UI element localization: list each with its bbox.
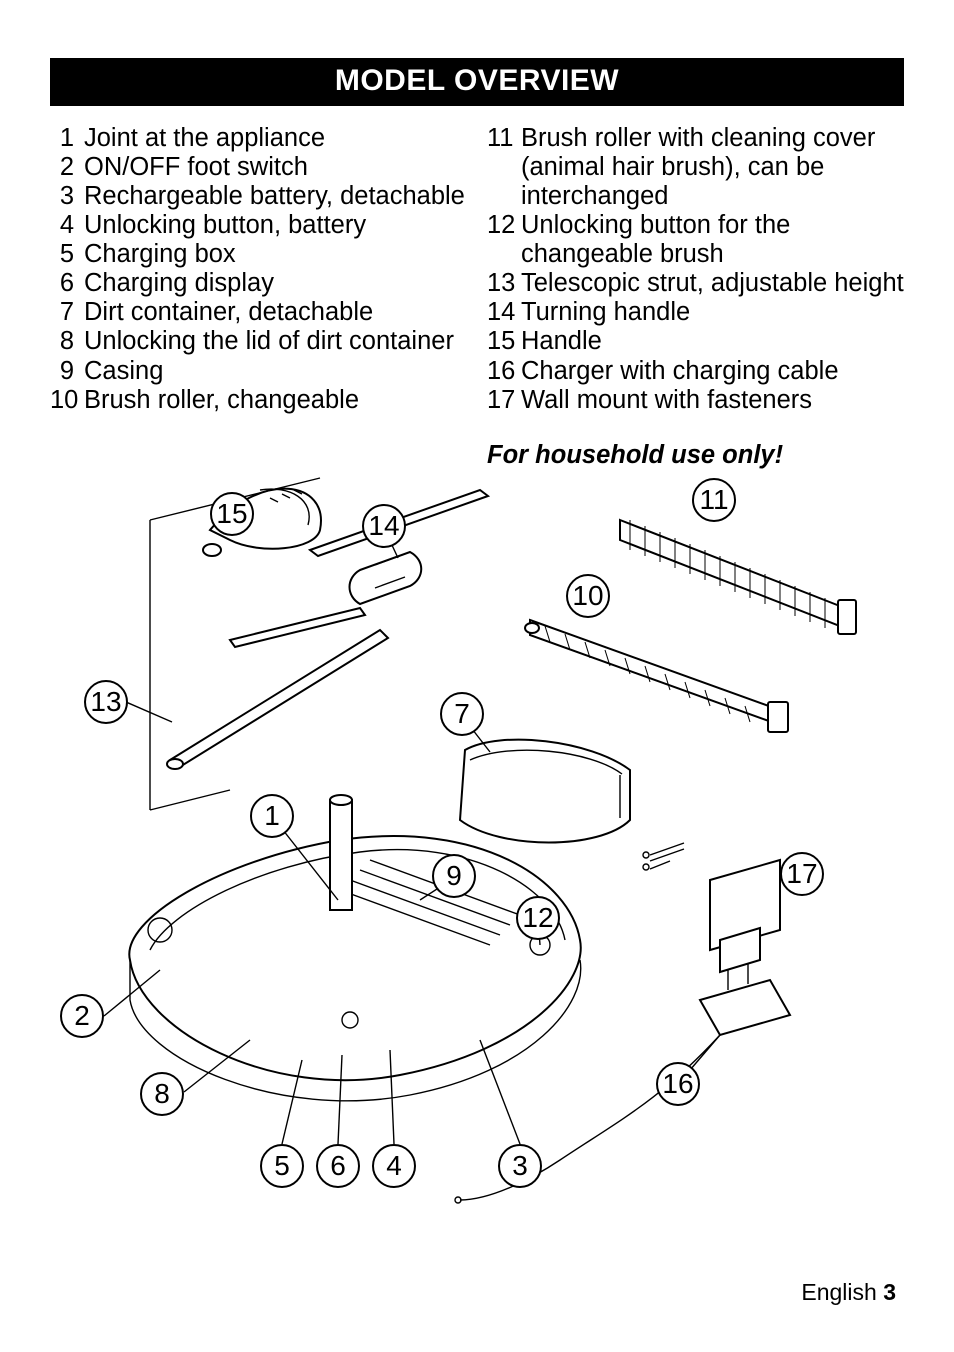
callout-12: 12 bbox=[516, 896, 560, 940]
list-item: 1Joint at the appliance bbox=[50, 124, 467, 153]
list-item: 15Handle bbox=[487, 327, 904, 356]
callout-1: 1 bbox=[250, 794, 294, 838]
page: MODEL OVERVIEW 1Joint at the appliance2O… bbox=[0, 0, 954, 1352]
list-item-number: 8 bbox=[50, 327, 84, 356]
list-item: 9Casing bbox=[50, 357, 467, 386]
list-item-number: 16 bbox=[487, 357, 521, 386]
diagram-svg bbox=[60, 460, 894, 1230]
list-item-number: 7 bbox=[50, 298, 84, 327]
callout-5: 5 bbox=[260, 1144, 304, 1188]
list-item: 7Dirt container, detachable bbox=[50, 298, 467, 327]
callout-7: 7 bbox=[440, 692, 484, 736]
list-item-number: 6 bbox=[50, 269, 84, 298]
list-item-number: 13 bbox=[487, 269, 521, 298]
callout-17: 17 bbox=[780, 852, 824, 896]
list-item: 5Charging box bbox=[50, 240, 467, 269]
list-item-number: 11 bbox=[487, 124, 521, 211]
footer-language: English bbox=[801, 1279, 876, 1305]
list-item: 3Rechargeable battery, detachable bbox=[50, 182, 467, 211]
section-title: MODEL OVERVIEW bbox=[335, 64, 619, 97]
list-item-text: ON/OFF foot switch bbox=[84, 153, 467, 182]
list-item-text: Turning handle bbox=[521, 298, 904, 327]
list-item-text: Unlocking the lid of dirt container bbox=[84, 327, 467, 356]
parts-list-left: 1Joint at the appliance2ON/OFF foot swit… bbox=[50, 124, 477, 470]
list-item: 13Telescopic strut, adjustable height bbox=[487, 269, 904, 298]
list-item-text: Casing bbox=[84, 357, 467, 386]
part-turning-handle bbox=[310, 490, 488, 604]
list-item: 8Unlocking the lid of dirt container bbox=[50, 327, 467, 356]
parts-list-right: 11Brush roller with cleaning cover (anim… bbox=[477, 124, 904, 470]
list-item-text: Handle bbox=[521, 327, 904, 356]
list-item-number: 14 bbox=[487, 298, 521, 327]
parts-list-columns: 1Joint at the appliance2ON/OFF foot swit… bbox=[50, 124, 904, 470]
callout-8: 8 bbox=[140, 1072, 184, 1116]
list-item: 17Wall mount with fasteners bbox=[487, 386, 904, 415]
page-footer: English 3 bbox=[801, 1279, 896, 1306]
section-title-bar: MODEL OVERVIEW bbox=[50, 58, 904, 106]
list-item-number: 15 bbox=[487, 327, 521, 356]
callout-15: 15 bbox=[210, 492, 254, 536]
list-item-text: Unlocking button, battery bbox=[84, 211, 467, 240]
list-item-text: Charging box bbox=[84, 240, 467, 269]
list-item-text: Rechargeable battery, detachable bbox=[84, 182, 467, 211]
exploded-diagram: 15 14 11 10 13 7 1 9 12 17 28 16 564 3 bbox=[60, 460, 894, 1230]
footer-page-number: 3 bbox=[883, 1279, 896, 1305]
callout-4: 4 bbox=[372, 1144, 416, 1188]
list-item-text: Wall mount with fasteners bbox=[521, 386, 904, 415]
part-brush-roller bbox=[525, 620, 788, 732]
list-item-text: Dirt container, detachable bbox=[84, 298, 467, 327]
list-item: 12Unlocking button for the changeable br… bbox=[487, 211, 904, 269]
list-item: 2ON/OFF foot switch bbox=[50, 153, 467, 182]
list-item: 14Turning handle bbox=[487, 298, 904, 327]
callout-9: 9 bbox=[432, 854, 476, 898]
list-item-number: 17 bbox=[487, 386, 521, 415]
callout-16: 16 bbox=[656, 1062, 700, 1106]
list-item: 10Brush roller, changeable bbox=[50, 386, 467, 415]
list-item-number: 3 bbox=[50, 182, 84, 211]
list-item-text: Charger with charging cable bbox=[521, 357, 904, 386]
list-item-text: Telescopic strut, adjustable height bbox=[521, 269, 904, 298]
list-item-number: 4 bbox=[50, 211, 84, 240]
list-item-text: Brush roller with cleaning cover (animal… bbox=[521, 124, 904, 211]
list-item: 11Brush roller with cleaning cover (anim… bbox=[487, 124, 904, 211]
list-item-number: 2 bbox=[50, 153, 84, 182]
list-item-number: 9 bbox=[50, 357, 84, 386]
list-item: 4Unlocking button, battery bbox=[50, 211, 467, 240]
callout-3: 3 bbox=[498, 1144, 542, 1188]
part-casing bbox=[129, 795, 580, 1101]
list-item-text: Unlocking button for the changeable brus… bbox=[521, 211, 904, 269]
callout-14: 14 bbox=[362, 504, 406, 548]
part-telescopic-strut bbox=[167, 608, 388, 769]
list-item: 16Charger with charging cable bbox=[487, 357, 904, 386]
callout-2: 2 bbox=[60, 994, 104, 1038]
part-wall-mount bbox=[643, 843, 780, 972]
callout-6: 6 bbox=[316, 1144, 360, 1188]
list-item-number: 5 bbox=[50, 240, 84, 269]
list-item-text: Brush roller, changeable bbox=[84, 386, 467, 415]
part-brush-roller-hair bbox=[620, 520, 856, 634]
list-item-number: 10 bbox=[50, 386, 84, 415]
list-item-text: Joint at the appliance bbox=[84, 124, 467, 153]
part-dirt-container bbox=[460, 740, 630, 843]
callout-11: 11 bbox=[692, 478, 736, 522]
callout-13: 13 bbox=[84, 680, 128, 724]
list-item-number: 1 bbox=[50, 124, 84, 153]
list-item: 6Charging display bbox=[50, 269, 467, 298]
list-item-number: 12 bbox=[487, 211, 521, 269]
list-item-text: Charging display bbox=[84, 269, 467, 298]
callout-10: 10 bbox=[566, 574, 610, 618]
